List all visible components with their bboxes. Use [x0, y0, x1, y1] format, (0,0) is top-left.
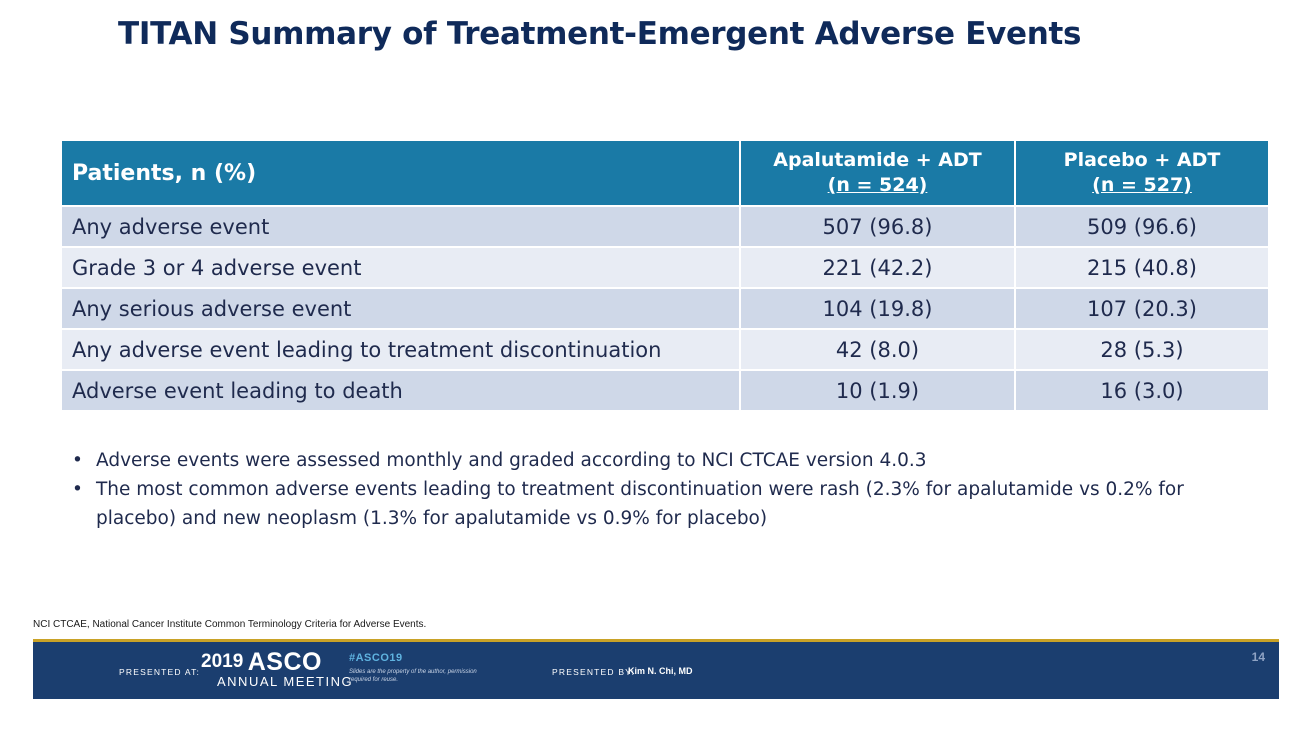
list-item: • Adverse events were assessed monthly a… — [70, 446, 1220, 475]
apalutamide-value: 104 (19.8) — [740, 287, 1016, 329]
row-label: Any adverse event — [62, 205, 741, 247]
slide-title: TITAN Summary of Treatment-Emergent Adve… — [118, 16, 1082, 52]
row-header-label: Patients, n (%) — [62, 141, 741, 206]
column-header-name: Placebo + ADT — [1063, 149, 1221, 171]
apalutamide-value: 507 (96.8) — [740, 205, 1016, 247]
apalutamide-value: 42 (8.0) — [740, 328, 1016, 370]
presenter-name: Kim N. Chi, MD — [628, 666, 693, 676]
bullet-icon: • — [72, 479, 83, 500]
table-header-row: Patients, n (%) Apalutamide + ADT (n = 5… — [62, 141, 1268, 206]
adverse-events-table: Patients, n (%) Apalutamide + ADT (n = 5… — [62, 141, 1268, 410]
row-label: Any serious adverse event — [62, 287, 741, 329]
footer-bar: PRESENTED AT: 2019 ASCO ANNUAL MEETING #… — [33, 642, 1279, 699]
table-row: Adverse event leading to death 10 (1.9) … — [62, 369, 1268, 410]
table-row: Any serious adverse event 104 (19.8) 107… — [62, 287, 1268, 329]
column-header-n: (n = 527) — [1092, 174, 1192, 196]
table-row: Any adverse event leading to treatment d… — [62, 328, 1268, 370]
logo-brand: ASCO — [247, 648, 322, 676]
footnote: NCI CTCAE, National Cancer Institute Com… — [33, 619, 427, 630]
apalutamide-value: 221 (42.2) — [740, 246, 1016, 288]
note-text: Adverse events were assessed monthly and… — [96, 450, 927, 471]
bullet-icon: • — [72, 450, 83, 471]
placebo-value: 28 (5.3) — [1015, 328, 1268, 370]
presented-by-label: PRESENTED BY: — [552, 667, 636, 677]
table-row: Grade 3 or 4 adverse event 221 (42.2) 21… — [62, 246, 1268, 288]
footer-accent-line — [33, 639, 1279, 642]
rights-notice: Slides are the property of the author, p… — [349, 669, 477, 683]
apalutamide-value: 10 (1.9) — [740, 369, 1016, 410]
hashtag: #ASCO19 — [349, 652, 403, 664]
row-label: Any adverse event leading to treatment d… — [62, 328, 741, 370]
page-number: 14 — [1251, 650, 1265, 664]
column-header-apalutamide: Apalutamide + ADT (n = 524) — [740, 141, 1016, 206]
column-header-placebo: Placebo + ADT (n = 527) — [1015, 141, 1268, 206]
column-header-name: Apalutamide + ADT — [773, 149, 982, 171]
presented-at-label: PRESENTED AT: — [119, 667, 201, 677]
notes-list: • Adverse events were assessed monthly a… — [70, 446, 1220, 533]
placebo-value: 107 (20.3) — [1015, 287, 1268, 329]
placebo-value: 16 (3.0) — [1015, 369, 1268, 410]
note-text: The most common adverse events leading t… — [96, 479, 1184, 529]
row-label: Grade 3 or 4 adverse event — [62, 246, 741, 288]
placebo-value: 509 (96.6) — [1015, 205, 1268, 247]
list-item: • The most common adverse events leading… — [70, 475, 1220, 533]
logo-meeting: ANNUAL MEETING — [217, 674, 354, 689]
placebo-value: 215 (40.8) — [1015, 246, 1268, 288]
row-label: Adverse event leading to death — [62, 369, 741, 410]
asco-logo: 2019 ASCO ANNUAL MEETING — [201, 648, 352, 690]
logo-year: 2019 — [201, 651, 244, 672]
table-row: Any adverse event 507 (96.8) 509 (96.6) — [62, 205, 1268, 247]
column-header-n: (n = 524) — [827, 174, 928, 196]
